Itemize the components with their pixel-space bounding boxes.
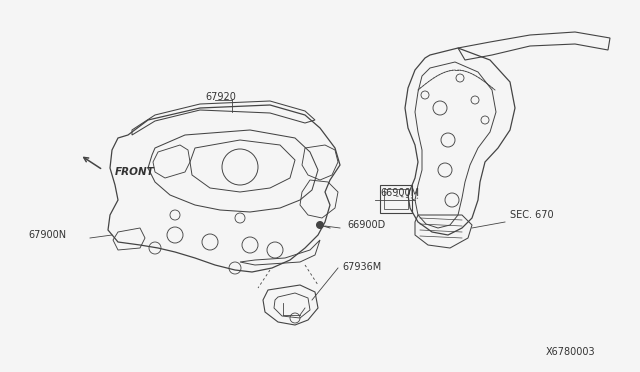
Text: X6780003: X6780003 [545,347,595,357]
Circle shape [317,221,323,228]
Text: 66900D: 66900D [347,220,385,230]
Bar [380,185,412,213]
Text: 67920: 67920 [205,92,236,102]
Text: FRONT: FRONT [115,167,155,177]
Bar [384,189,408,209]
Text: 67900N: 67900N [28,230,66,240]
Text: SEC. 670: SEC. 670 [510,210,554,220]
Text: 66900M: 66900M [380,188,419,198]
Text: 67936M: 67936M [342,262,381,272]
